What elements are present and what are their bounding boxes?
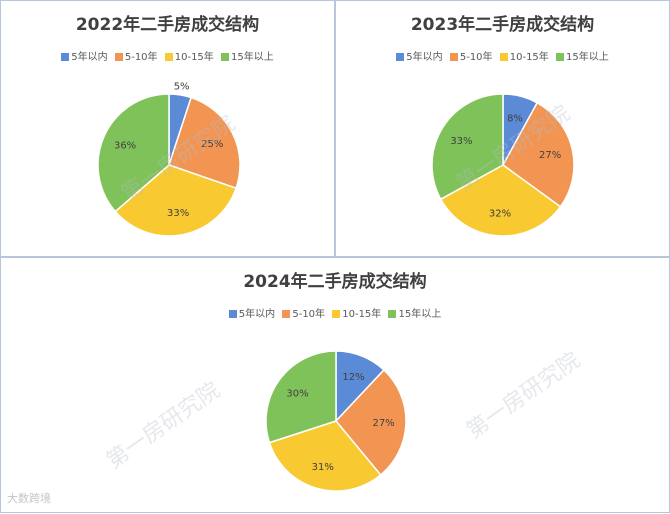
data-label: 32%	[489, 209, 511, 220]
slice-5-10	[502, 101, 575, 208]
legend-swatch	[332, 310, 341, 318]
data-label: 33%	[450, 136, 472, 147]
slice-over-15	[431, 93, 504, 201]
legend-item-under-5: 5年以内	[61, 48, 108, 63]
slice-10-15	[268, 420, 382, 492]
data-label: 36%	[114, 140, 136, 151]
legend-swatch	[220, 53, 229, 61]
data-label: 33%	[167, 208, 189, 219]
legend: 5年以内 5-10年 10-15年 15年以上	[1, 305, 669, 320]
logo: 大数跨境	[7, 492, 51, 505]
pie-chart-2024: 12% 27% 31% 30%	[265, 350, 407, 492]
legend-item-over-15: 15年以上	[220, 48, 274, 63]
legend-item-under-5: 5年以内	[396, 48, 443, 63]
chart-title: 2024年二手房成交结构	[243, 272, 427, 292]
legend-item-5-10: 5-10年	[449, 48, 493, 63]
legend-swatch	[114, 53, 123, 61]
slice-over-15	[265, 350, 337, 444]
legend-item-5-10: 5-10年	[114, 48, 158, 63]
legend-item-10-15: 10-15年	[332, 305, 381, 320]
slice-over-15	[97, 93, 170, 213]
data-label: 31%	[312, 462, 334, 473]
legend-swatch	[61, 53, 70, 61]
legend-swatch	[388, 310, 397, 318]
data-label: 30%	[286, 389, 308, 400]
slice-10-15	[439, 164, 562, 237]
legend-swatch	[164, 53, 173, 61]
chart-panel-2024: 2024年二手房成交结构 5年以内 5-10年 10-15年 15年以上 12%…	[0, 257, 670, 513]
legend-swatch	[282, 310, 291, 318]
legend-item-over-15: 15年以上	[555, 48, 609, 63]
legend-swatch	[555, 53, 564, 61]
legend-item-5-10: 5-10年	[282, 305, 325, 320]
data-label: 27%	[539, 150, 561, 161]
data-label: 25%	[201, 139, 223, 150]
legend-item-10-15: 10-15年	[499, 48, 549, 63]
pie-chart-2022: 5% 25% 33% 36%	[97, 82, 241, 237]
slice-5-10	[335, 368, 407, 476]
slice-10-15	[114, 164, 238, 237]
data-label: 8%	[507, 114, 523, 125]
legend-swatch	[499, 53, 508, 61]
legend-swatch	[396, 53, 405, 61]
legend-item-10-15: 10-15年	[164, 48, 214, 63]
data-label: 27%	[372, 418, 394, 429]
chart-title: 2022年二手房成交结构	[75, 15, 260, 35]
chart-title: 2023年二手房成交结构	[410, 15, 595, 35]
legend-swatch	[449, 53, 458, 61]
data-label: 12%	[342, 372, 364, 383]
slice-5-10	[168, 96, 241, 190]
legend-item-under-5: 5年以内	[228, 305, 275, 320]
legend: 5年以内 5-10年 10-15年 15年以上	[336, 48, 669, 63]
legend: 5年以内 5-10年 10-15年 15年以上	[1, 48, 334, 63]
legend-swatch	[228, 310, 237, 318]
chart-panel-2022: 2022年二手房成交结构 5年以内 5-10年 10-15年 15年以上 5% 2…	[0, 0, 335, 257]
chart-panel-2023: 2023年二手房成交结构 5年以内 5-10年 10-15年 15年以上 8% 2…	[335, 0, 670, 257]
legend-item-over-15: 15年以上	[388, 305, 441, 320]
pie-chart-2023: 8% 27% 32% 33%	[431, 93, 575, 237]
data-label: 5%	[174, 82, 190, 93]
